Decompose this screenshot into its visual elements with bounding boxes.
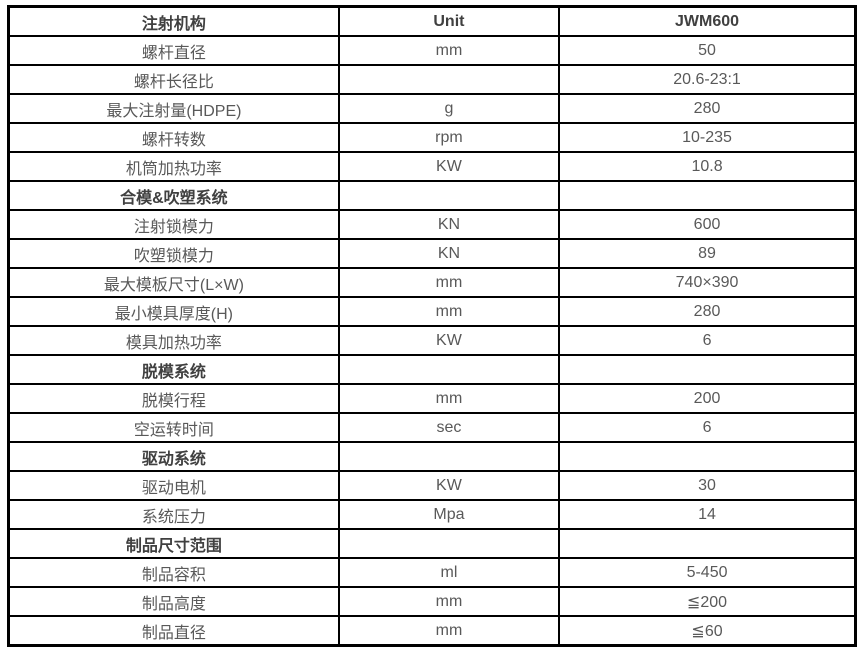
spec-table-body: 螺杆直径 mm 50 螺杆长径比 20.6-23:1 最大注射量(HDPE) g 280 螺杆转… [7, 35, 857, 647]
cell-unit: KW [337, 325, 561, 356]
cell-value: 280 [558, 93, 857, 124]
cell-param: 注射锁模力 [7, 209, 340, 240]
header-model-jwm600: JWM600 [558, 5, 857, 37]
table-row: 模具加热功率 KW 6 [7, 325, 857, 356]
cell-param: 空运转时间 [7, 412, 340, 443]
cell-param: 脱模系统 [7, 354, 340, 385]
cell-value: 6 [558, 325, 857, 356]
cell-param: 驱动电机 [7, 470, 340, 501]
cell-unit [337, 180, 561, 211]
cell-param: 制品容积 [7, 557, 340, 588]
cell-value [558, 180, 857, 211]
cell-unit: mm [337, 35, 561, 66]
cell-unit: rpm [337, 122, 561, 153]
cell-unit: mm [337, 267, 561, 298]
section-row: 制品尺寸范围 [7, 528, 857, 559]
cell-unit: ml [337, 557, 561, 588]
section-row: 合模&吹塑系统 [7, 180, 857, 211]
cell-param: 螺杆长径比 [7, 64, 340, 95]
cell-param: 系统压力 [7, 499, 340, 530]
cell-value [558, 354, 857, 385]
table-row: 机筒加热功率 KW 10.8 [7, 151, 857, 182]
cell-param: 合模&吹塑系统 [7, 180, 340, 211]
section-row: 驱动系统 [7, 441, 857, 472]
table-row: 空运转时间 sec 6 [7, 412, 857, 443]
table-row: 系统压力 Mpa 14 [7, 499, 857, 530]
header-injection-unit: 注射机构 [7, 5, 340, 37]
cell-param: 螺杆直径 [7, 35, 340, 66]
table-row: 最大模板尺寸(L×W) mm 740×390 [7, 267, 857, 298]
cell-unit: Mpa [337, 499, 561, 530]
cell-value: 10-235 [558, 122, 857, 153]
cell-value: 600 [558, 209, 857, 240]
cell-unit [337, 354, 561, 385]
table-row: 制品直径 mm ≦60 [7, 615, 857, 647]
cell-unit: mm [337, 296, 561, 327]
cell-param: 最小模具厚度(H) [7, 296, 340, 327]
cell-value [558, 441, 857, 472]
cell-param: 制品高度 [7, 586, 340, 617]
cell-unit: mm [337, 615, 561, 647]
table-row: 脱模行程 mm 200 [7, 383, 857, 414]
cell-param: 最大注射量(HDPE) [7, 93, 340, 124]
cell-param: 机筒加热功率 [7, 151, 340, 182]
cell-param: 吹塑锁模力 [7, 238, 340, 269]
table-row: 驱动电机 KW 30 [7, 470, 857, 501]
cell-value: 20.6-23:1 [558, 64, 857, 95]
cell-param: 脱模行程 [7, 383, 340, 414]
cell-value: 6 [558, 412, 857, 443]
cell-unit: mm [337, 383, 561, 414]
cell-unit: KN [337, 209, 561, 240]
cell-param: 最大模板尺寸(L×W) [7, 267, 340, 298]
cell-value: 14 [558, 499, 857, 530]
table-row: 螺杆长径比 20.6-23:1 [7, 64, 857, 95]
cell-value: 50 [558, 35, 857, 66]
cell-param: 模具加热功率 [7, 325, 340, 356]
cell-value: 5-450 [558, 557, 857, 588]
table-row: 螺杆直径 mm 50 [7, 35, 857, 66]
cell-value: 740×390 [558, 267, 857, 298]
table-row: 制品容积 ml 5-450 [7, 557, 857, 588]
cell-value: 10.8 [558, 151, 857, 182]
cell-param: 制品尺寸范围 [7, 528, 340, 559]
cell-value: 200 [558, 383, 857, 414]
cell-unit: KW [337, 470, 561, 501]
spec-table: 注射机构 Unit JWM600 螺杆直径 mm 50 螺杆长径比 20.6-23:1 最… [7, 5, 857, 647]
cell-unit: mm [337, 586, 561, 617]
section-row: 脱模系统 [7, 354, 857, 385]
cell-unit: KW [337, 151, 561, 182]
cell-unit [337, 528, 561, 559]
cell-unit [337, 64, 561, 95]
cell-value: 89 [558, 238, 857, 269]
cell-value: ≦60 [558, 615, 857, 647]
table-row: 最小模具厚度(H) mm 280 [7, 296, 857, 327]
cell-unit: g [337, 93, 561, 124]
cell-unit [337, 441, 561, 472]
table-row: 最大注射量(HDPE) g 280 [7, 93, 857, 124]
table-row: 注射锁模力 KN 600 [7, 209, 857, 240]
cell-param: 驱动系统 [7, 441, 340, 472]
cell-value [558, 528, 857, 559]
table-row: 螺杆转数 rpm 10-235 [7, 122, 857, 153]
header-row: 注射机构 Unit JWM600 [7, 5, 857, 37]
cell-param: 螺杆转数 [7, 122, 340, 153]
cell-unit: KN [337, 238, 561, 269]
cell-value: 30 [558, 470, 857, 501]
cell-unit: sec [337, 412, 561, 443]
table-row: 吹塑锁模力 KN 89 [7, 238, 857, 269]
cell-value: ≦200 [558, 586, 857, 617]
cell-param: 制品直径 [7, 615, 340, 647]
header-unit-column: Unit [337, 5, 561, 37]
table-row: 制品高度 mm ≦200 [7, 586, 857, 617]
cell-value: 280 [558, 296, 857, 327]
